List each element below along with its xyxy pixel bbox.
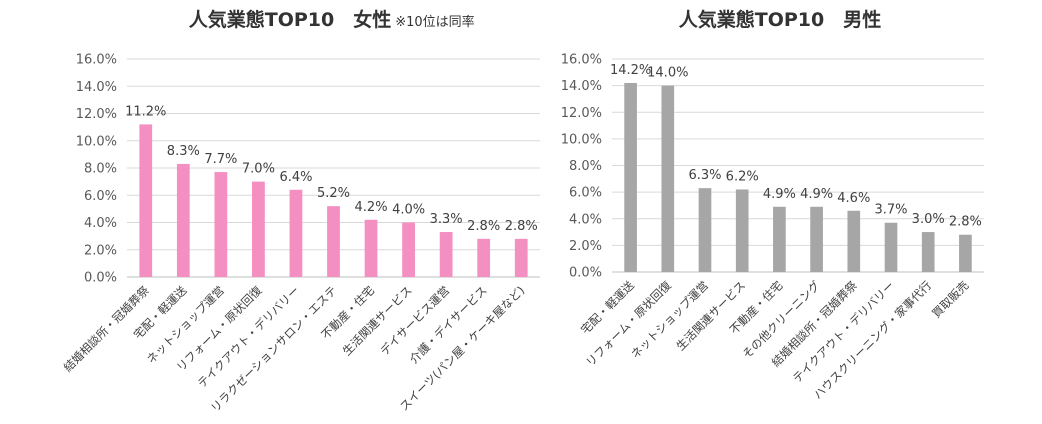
female-category-label: デイサービス運営 (377, 283, 452, 358)
male-data-label: 4.9% (800, 187, 833, 202)
female-data-label: 5.2% (317, 186, 350, 201)
female-data-label: 7.0% (242, 162, 275, 177)
female-bar (477, 238, 491, 277)
female-y-tick-label: 6.0% (84, 189, 117, 204)
male-data-label: 3.7% (874, 203, 907, 218)
female-category-label: 生活関連サービス (340, 283, 415, 358)
female-y-tick-label: 0.0% (84, 271, 117, 286)
male-category-label: 買取販売 (929, 278, 971, 320)
male-y-tick-label: 4.0% (569, 212, 602, 227)
female-y-tick-label: 16.0% (76, 53, 117, 68)
male-y-tick-label: 12.0% (561, 106, 602, 121)
male-y-tick-label: 16.0% (561, 53, 602, 68)
female-data-label: 6.4% (279, 170, 312, 185)
female-bar (139, 124, 153, 278)
male-data-label: 14.2% (610, 63, 651, 78)
female-y-tick-label: 14.0% (76, 80, 117, 95)
male-bar (847, 210, 861, 272)
male-data-label: 6.3% (688, 168, 721, 183)
male-bar (735, 189, 749, 272)
male-bar (661, 85, 675, 272)
male-data-label: 3.0% (912, 212, 945, 227)
female-y-tick-label: 8.0% (84, 162, 117, 177)
male-y-tick-label: 8.0% (569, 159, 602, 174)
male-data-label: 2.8% (949, 215, 982, 230)
female-bar (252, 181, 265, 277)
male-bar (810, 206, 823, 272)
male-chart-title: 人気業態TOP10 男性 (679, 8, 881, 31)
male-y-tick-label: 10.0% (561, 132, 602, 147)
male-bar (773, 206, 786, 272)
female-y-tick-label: 2.0% (84, 243, 117, 258)
male-bar (884, 222, 898, 272)
female-bar (214, 172, 228, 277)
female-y-tick-label: 4.0% (84, 216, 117, 231)
male-y-tick-label: 2.0% (569, 239, 602, 254)
female-data-label: 4.0% (392, 203, 425, 218)
female-data-label: 4.2% (355, 200, 388, 215)
female-y-tick-label: 12.0% (76, 107, 117, 122)
male-y-tick-label: 6.0% (569, 186, 602, 201)
male-bar (921, 232, 935, 272)
male-data-label: 14.0% (647, 66, 688, 81)
female-bar (364, 219, 378, 277)
female-data-label: 2.8% (505, 219, 538, 234)
male-bar (959, 234, 972, 272)
female-data-label: 2.8% (467, 219, 500, 234)
female-bar (439, 232, 453, 277)
female-bar (327, 206, 340, 277)
female-bar (514, 238, 528, 277)
male-data-label: 4.9% (763, 187, 796, 202)
female-data-label: 3.3% (430, 212, 463, 227)
female-bar (402, 222, 415, 277)
female-chart-note: ※10位は同率 (395, 14, 474, 30)
male-y-tick-label: 14.0% (561, 79, 602, 94)
female-data-label: 8.3% (167, 144, 200, 159)
female-y-tick-label: 10.0% (76, 134, 117, 149)
male-y-tick-label: 0.0% (569, 266, 602, 281)
female-data-label: 7.7% (204, 152, 237, 167)
male-bar (698, 188, 712, 272)
female-bar (289, 189, 303, 277)
female-data-label: 11.2% (125, 104, 166, 119)
female-bar (176, 163, 190, 277)
male-data-label: 4.6% (837, 191, 870, 206)
male-bar (624, 82, 637, 273)
male-data-label: 6.2% (726, 169, 759, 184)
female-chart-title: 人気業態TOP10 女性 (189, 8, 391, 31)
